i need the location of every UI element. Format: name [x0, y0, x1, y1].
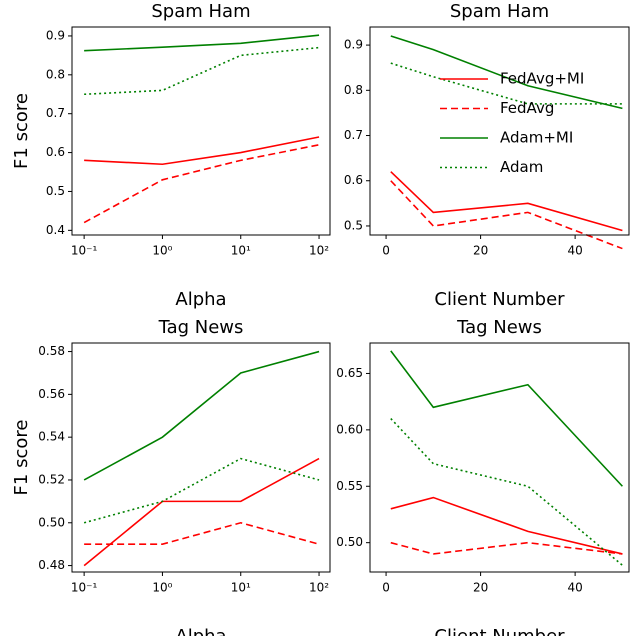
x-tick-label: 10⁻¹: [71, 244, 98, 258]
legend-label: FedAvg+MI: [500, 70, 584, 88]
x-tick-label: 10⁰: [152, 581, 172, 595]
y-tick-label: 0.6: [46, 145, 65, 159]
y-axis-label: F1 score: [11, 420, 32, 496]
series-line: [390, 180, 623, 250]
axes-frame: [369, 342, 630, 573]
series-line: [84, 46, 320, 96]
y-tick-label: 0.65: [336, 366, 363, 380]
y-tick-label: 0.7: [46, 106, 65, 120]
series-line: [84, 521, 320, 545]
axes-frame: [71, 342, 331, 573]
y-tick-label: 0.5: [344, 218, 363, 232]
x-tick-label: 10⁻¹: [71, 581, 98, 595]
x-tick-label: 10¹: [231, 244, 251, 258]
x-tick-label: 10⁰: [152, 244, 172, 258]
y-tick-label: 0.56: [38, 387, 65, 401]
series-line: [84, 136, 320, 166]
axes-frame: [369, 26, 630, 236]
x-axis-label: Alpha: [175, 289, 226, 310]
x-tick-label: 20: [473, 244, 488, 258]
series-line: [390, 35, 623, 110]
y-axis-label: F1 score: [11, 93, 32, 169]
y-tick-label: 0.52: [38, 472, 65, 486]
x-tick-label: 10¹: [231, 581, 251, 595]
x-axis-label: Client Number: [434, 289, 565, 310]
y-tick-label: 0.55: [336, 479, 363, 493]
series-line: [390, 418, 623, 566]
chart-title: Tag News: [158, 317, 244, 338]
y-tick-label: 0.9: [46, 28, 65, 42]
x-tick-label: 40: [567, 244, 582, 258]
series-line: [390, 62, 623, 105]
y-tick-label: 0.58: [38, 344, 65, 358]
y-tick-label: 0.4: [46, 223, 65, 237]
y-tick-label: 0.50: [336, 535, 363, 549]
y-tick-label: 0.60: [336, 422, 363, 436]
series-line: [390, 350, 623, 487]
y-tick-label: 0.9: [344, 38, 363, 52]
y-tick-label: 0.54: [38, 430, 65, 444]
y-tick-label: 0.5: [46, 184, 65, 198]
series-line: [390, 541, 623, 555]
y-tick-label: 0.8: [344, 83, 363, 97]
series-line: [83, 457, 320, 524]
series-line: [83, 457, 320, 567]
x-axis-label: Alpha: [175, 626, 226, 636]
y-tick-label: 0.8: [46, 67, 65, 81]
x-tick-label: 20: [473, 581, 488, 595]
x-axis-label: Client Number: [434, 626, 565, 636]
y-tick-label: 0.7: [344, 128, 363, 142]
axes-frame: [71, 26, 331, 236]
series-line: [83, 144, 320, 224]
y-tick-label: 0.48: [38, 558, 65, 572]
x-tick-label: 40: [567, 581, 582, 595]
chart-title: Tag News: [456, 317, 542, 338]
series-line: [84, 34, 320, 52]
chart-title: Spam Ham: [450, 1, 549, 22]
x-tick-label: 0: [382, 581, 390, 595]
legend-label: FedAvg: [500, 99, 554, 117]
legend-label: Adam+MI: [500, 129, 573, 147]
series-line: [390, 496, 623, 555]
legend-label: Adam: [500, 158, 543, 176]
series-line: [83, 350, 320, 481]
y-tick-label: 0.50: [38, 515, 65, 529]
series-line: [390, 171, 623, 232]
x-tick-label: 0: [382, 244, 390, 258]
x-tick-label: 10²: [309, 244, 329, 258]
chart-title: Spam Ham: [151, 1, 250, 22]
y-tick-label: 0.6: [344, 173, 363, 187]
x-tick-label: 10²: [309, 581, 329, 595]
